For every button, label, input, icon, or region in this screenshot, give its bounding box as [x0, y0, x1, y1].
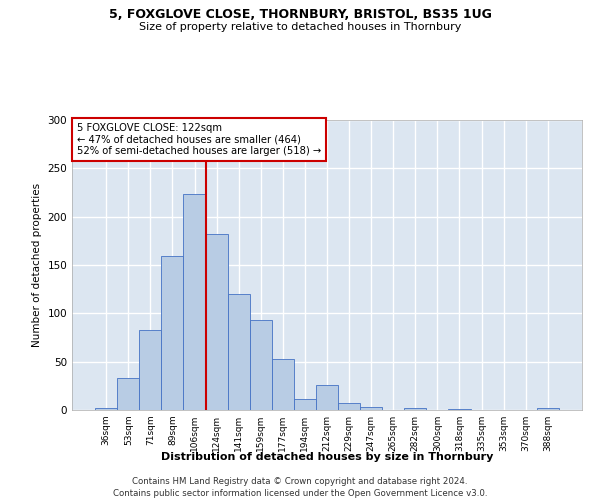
- Text: Size of property relative to detached houses in Thornbury: Size of property relative to detached ho…: [139, 22, 461, 32]
- Bar: [338, 403, 360, 410]
- Text: 5, FOXGLOVE CLOSE, THORNBURY, BRISTOL, BS35 1UG: 5, FOXGLOVE CLOSE, THORNBURY, BRISTOL, B…: [109, 8, 491, 20]
- Text: Contains public sector information licensed under the Open Government Licence v3: Contains public sector information licen…: [113, 489, 487, 498]
- Bar: [250, 320, 272, 410]
- Bar: [360, 407, 382, 410]
- Bar: [161, 256, 184, 410]
- Y-axis label: Number of detached properties: Number of detached properties: [32, 183, 42, 347]
- Bar: [272, 359, 294, 410]
- Bar: [184, 194, 206, 410]
- Bar: [316, 385, 338, 410]
- Bar: [206, 234, 227, 410]
- Text: Distribution of detached houses by size in Thornbury: Distribution of detached houses by size …: [161, 452, 493, 462]
- Text: 5 FOXGLOVE CLOSE: 122sqm
← 47% of detached houses are smaller (464)
52% of semi-: 5 FOXGLOVE CLOSE: 122sqm ← 47% of detach…: [77, 123, 322, 156]
- Bar: [227, 294, 250, 410]
- Bar: [139, 330, 161, 410]
- Text: Contains HM Land Registry data © Crown copyright and database right 2024.: Contains HM Land Registry data © Crown c…: [132, 478, 468, 486]
- Bar: [95, 408, 117, 410]
- Bar: [117, 378, 139, 410]
- Bar: [404, 408, 427, 410]
- Bar: [448, 409, 470, 410]
- Bar: [537, 408, 559, 410]
- Bar: [294, 400, 316, 410]
